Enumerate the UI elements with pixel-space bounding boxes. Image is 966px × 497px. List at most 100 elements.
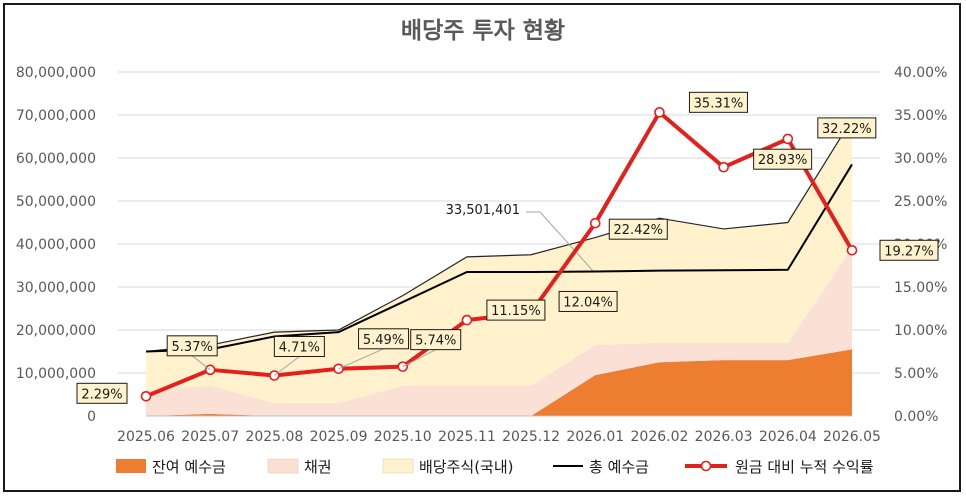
label-box bbox=[558, 290, 618, 312]
y-left-tick-label: 10,000,000 bbox=[16, 366, 96, 382]
label-box bbox=[410, 329, 462, 351]
x-tick-label: 2026.05 bbox=[823, 429, 881, 445]
y-left-tick-label: 50,000,000 bbox=[16, 194, 96, 210]
legend-label: 배당주식(국내) bbox=[419, 458, 514, 476]
label-text: 32.22% bbox=[822, 122, 872, 137]
label-text: 28.93% bbox=[758, 153, 808, 168]
return-data-label: 5.49% bbox=[338, 328, 410, 370]
legend: 잔여 예수금 채권 배당주식(국내) 총 예수금 원금 대비 누적 수익률 bbox=[116, 458, 874, 476]
return-marker bbox=[654, 107, 665, 118]
label-text: 2.29% bbox=[81, 387, 122, 402]
x-tick-label: 2025.07 bbox=[181, 429, 239, 445]
legend-entry: 원금 대비 누적 수익률 bbox=[685, 458, 874, 476]
legend-entry: 잔여 예수금 bbox=[116, 458, 226, 476]
return-marker bbox=[461, 314, 473, 326]
legend-label: 채권 bbox=[304, 458, 332, 476]
area-1 bbox=[146, 248, 852, 416]
y-right-tick-label: 25.00% bbox=[894, 194, 947, 210]
area-0 bbox=[146, 349, 852, 416]
label-text: 11.15% bbox=[491, 304, 541, 319]
return-data-label: 12.04% bbox=[558, 290, 618, 312]
label-leader bbox=[338, 348, 384, 370]
label-text: 35.31% bbox=[694, 96, 744, 111]
return-data-label: 19.27% bbox=[879, 239, 939, 261]
data-labels: 2.29% 5.37% 4.71% 5.49% 5.74% 11.15% 12.04% 22.… bbox=[76, 91, 939, 404]
legend-entry: 채권 bbox=[267, 458, 332, 476]
legend-entry: 배당주식(국내) bbox=[382, 458, 514, 476]
y-right-tick-label: 30.00% bbox=[894, 151, 947, 167]
label-box bbox=[608, 218, 668, 240]
legend-swatch bbox=[116, 459, 146, 473]
legend-swatch bbox=[382, 458, 414, 474]
return-marker bbox=[846, 244, 858, 256]
legend-label: 원금 대비 누적 수익률 bbox=[735, 458, 874, 476]
label-leader bbox=[274, 356, 300, 376]
y-left-tick-label: 80,000,000 bbox=[16, 65, 96, 81]
label-text: 19.27% bbox=[884, 244, 934, 259]
label-text: 5.37% bbox=[172, 340, 213, 355]
annotation-label: 33,501,401 bbox=[446, 203, 520, 218]
return-data-label: 5.74% bbox=[402, 329, 462, 368]
x-tick-label: 2026.03 bbox=[695, 429, 753, 445]
area-2 bbox=[146, 119, 852, 404]
label-box bbox=[358, 328, 410, 350]
label-box bbox=[486, 299, 546, 321]
stack-top-outline bbox=[145, 118, 853, 353]
return-data-label: 35.31% bbox=[688, 91, 748, 113]
label-box bbox=[166, 335, 218, 357]
line-series-total bbox=[145, 163, 853, 353]
y-right-tick-label: 40.00% bbox=[894, 65, 947, 81]
legend-swatch bbox=[267, 458, 299, 474]
label-text: 5.49% bbox=[363, 333, 404, 348]
x-tick-label: 2026.02 bbox=[631, 429, 689, 445]
legend-label: 잔여 예수금 bbox=[152, 458, 226, 476]
legend-entry: 총 예수금 bbox=[553, 458, 649, 476]
label-box bbox=[273, 335, 325, 357]
y-left-tick-label: 20,000,000 bbox=[16, 323, 96, 339]
label-box bbox=[76, 382, 128, 404]
x-tick-label: 2025.06 bbox=[117, 429, 175, 445]
y-left-tick-label: 60,000,000 bbox=[16, 151, 96, 167]
return-data-label: 4.71% bbox=[273, 335, 325, 376]
y-right-tick-label: 15.00% bbox=[894, 280, 947, 296]
return-marker bbox=[718, 161, 729, 173]
y-right-tick-label: 0.00% bbox=[894, 409, 938, 425]
legend-label: 총 예수금 bbox=[589, 458, 649, 476]
x-tick-label: 2025.11 bbox=[438, 429, 496, 445]
x-tick-label: 2026.04 bbox=[759, 429, 817, 445]
label-leader bbox=[191, 355, 211, 371]
label-text: 12.04% bbox=[563, 295, 613, 310]
return-data-label: 5.37% bbox=[166, 335, 218, 371]
label-text: 5.74% bbox=[415, 334, 456, 349]
label-leader bbox=[402, 349, 436, 368]
x-tick-label: 2026.01 bbox=[566, 429, 624, 445]
x-tick-label: 2025.12 bbox=[502, 429, 560, 445]
y-right-tick-label: 35.00% bbox=[894, 108, 947, 124]
label-text: 4.71% bbox=[279, 340, 320, 355]
return-marker bbox=[140, 391, 152, 402]
x-tick-label: 2025.09 bbox=[310, 429, 368, 445]
label-box bbox=[688, 91, 748, 113]
label-box bbox=[817, 117, 877, 139]
y-left-tick-label: 30,000,000 bbox=[16, 280, 96, 296]
stacked-areas bbox=[145, 118, 853, 416]
return-marker bbox=[782, 133, 794, 145]
y-right-tick-label: 5.00% bbox=[894, 366, 938, 382]
y-right-tick-label: 10.00% bbox=[894, 323, 947, 339]
return-data-label: 22.42% bbox=[608, 218, 668, 240]
label-box bbox=[879, 239, 939, 261]
y-left-tick-label: 70,000,000 bbox=[16, 108, 96, 124]
return-data-label: 32.22% bbox=[817, 117, 877, 139]
y-left-tick-label: 0 bbox=[87, 409, 96, 425]
return-data-label: 11.15% bbox=[486, 299, 546, 321]
x-tick-label: 2025.10 bbox=[374, 429, 432, 445]
legend-marker bbox=[700, 460, 712, 472]
return-data-label: 2.29% bbox=[76, 382, 128, 404]
label-text: 22.42% bbox=[613, 223, 663, 238]
return-marker bbox=[589, 217, 601, 229]
y-left-tick-label: 40,000,000 bbox=[16, 237, 96, 253]
chart-title: 배당주 투자 현황 bbox=[401, 18, 565, 44]
x-tick-label: 2025.08 bbox=[245, 429, 303, 445]
return-data-label: 28.93% bbox=[753, 148, 813, 170]
